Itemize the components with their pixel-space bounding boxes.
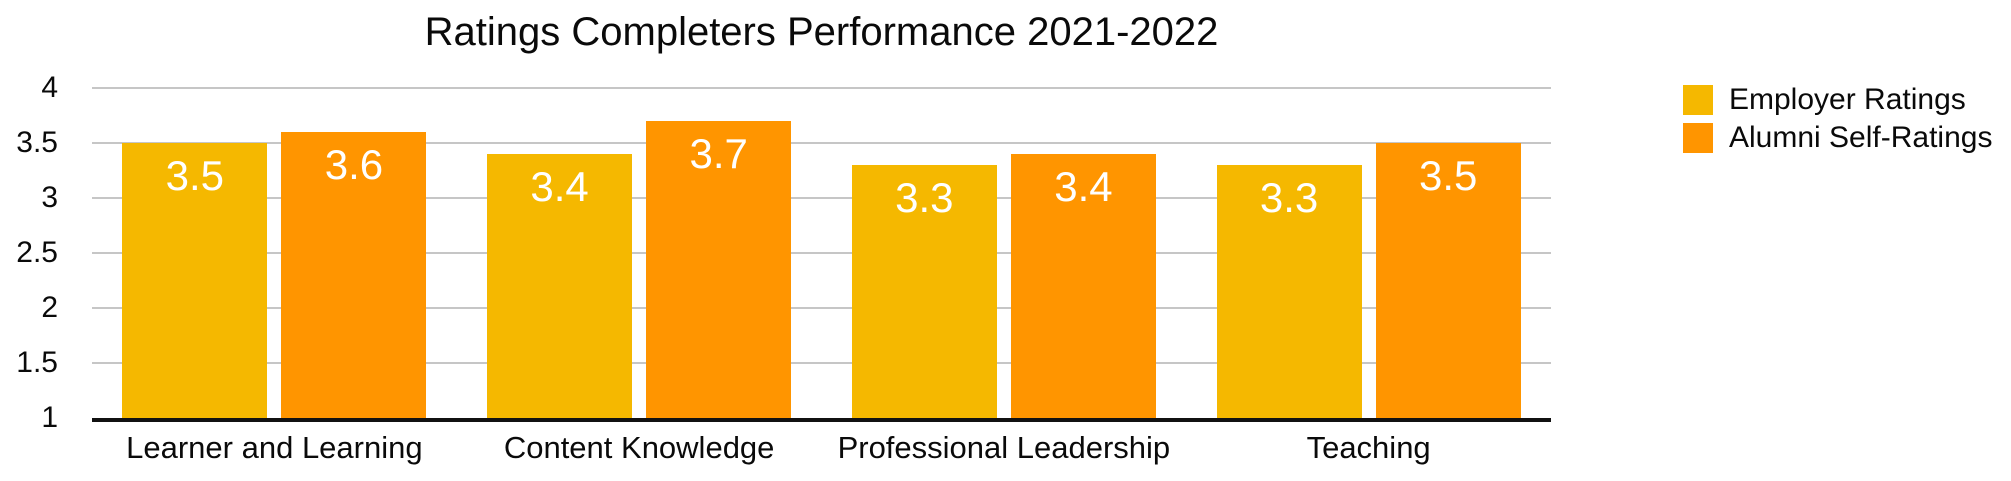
x-axis-category-label: Professional Leadership bbox=[837, 430, 1171, 465]
legend-item-employer-ratings: Employer Ratings bbox=[1683, 84, 1992, 116]
bar-value-label: 3.5 bbox=[1418, 152, 1478, 199]
legend-swatch-alumni-self-ratings bbox=[1683, 123, 1713, 153]
plot-area: 4 3.5 3 2.5 2 1.5 1 3.5 3.6 3.4 3.7 3.3 3.4 3.3 3.5 bbox=[16, 72, 1551, 434]
gridline bbox=[92, 362, 1551, 364]
bar-value-label: 3.4 bbox=[530, 163, 589, 210]
bar-value-label: 3.3 bbox=[1259, 174, 1319, 221]
x-axis-category-label: Learner and Learning bbox=[126, 430, 423, 465]
bar-alumni-self-ratings: 3.5 bbox=[1375, 143, 1521, 418]
bar-group: 3.3 3.4 bbox=[822, 88, 1187, 418]
bar-alumni-self-ratings: 3.7 bbox=[646, 121, 792, 418]
y-axis-tick-label: 4 bbox=[41, 71, 58, 104]
gridline bbox=[92, 87, 1551, 89]
gridline bbox=[92, 141, 1551, 144]
bar-value-label: 3.3 bbox=[895, 174, 954, 221]
x-axis-line bbox=[92, 418, 1551, 422]
bar-employer-ratings: 3.4 bbox=[487, 154, 633, 418]
y-axis-tick-label: 1.5 bbox=[16, 346, 58, 379]
bar-alumni-self-ratings: 3.6 bbox=[281, 132, 427, 418]
bar-value-label: 3.7 bbox=[689, 130, 748, 177]
x-axis-labels: Learner and Learning Content Knowledge Pro… bbox=[92, 430, 1551, 466]
y-axis-tick-label: 2.5 bbox=[16, 236, 58, 269]
bar-employer-ratings: 3.5 bbox=[122, 143, 268, 418]
bar-value-label: 3.4 bbox=[1054, 163, 1113, 210]
bar-group: 3.4 3.7 bbox=[457, 88, 822, 418]
legend-label: Employer Ratings bbox=[1729, 83, 1966, 116]
gridline bbox=[92, 306, 1551, 309]
legend: Employer Ratings Alumni Self-Ratings bbox=[1683, 84, 1992, 154]
gridline bbox=[92, 196, 1551, 199]
y-axis-labels: 4 3.5 3 2.5 2 1.5 1 bbox=[0, 72, 58, 434]
legend-label: Alumni Self-Ratings bbox=[1729, 121, 1993, 154]
y-axis-tick-label: 3.5 bbox=[16, 125, 58, 159]
gridlines-layer bbox=[92, 87, 1551, 422]
x-axis-category-label: Content Knowledge bbox=[503, 430, 775, 465]
chart-title: Ratings Completers Performance 2021-2022 bbox=[424, 10, 1219, 54]
legend-item-alumni-self-ratings: Alumni Self-Ratings bbox=[1683, 122, 1992, 154]
bar-employer-ratings: 3.3 bbox=[851, 165, 997, 418]
gridline bbox=[92, 252, 1551, 254]
legend-swatch-employer-ratings bbox=[1683, 85, 1713, 115]
bar-group: 3.3 3.5 bbox=[1186, 88, 1551, 418]
bar-value-label: 3.5 bbox=[165, 152, 225, 199]
bars-layer: 3.5 3.6 3.4 3.7 3.3 3.4 3.3 3.5 bbox=[92, 88, 1551, 418]
bar-value-label: 3.6 bbox=[324, 141, 384, 188]
x-axis-category-label: Teaching bbox=[1306, 430, 1431, 465]
bar-group: 3.5 3.6 bbox=[92, 88, 457, 418]
y-axis-tick-label: 1 bbox=[41, 401, 58, 434]
bar-alumni-self-ratings: 3.4 bbox=[1010, 154, 1156, 418]
y-axis-tick-label: 2 bbox=[41, 290, 58, 324]
bar-employer-ratings: 3.3 bbox=[1216, 165, 1362, 418]
y-axis-tick-label: 3 bbox=[41, 180, 58, 214]
